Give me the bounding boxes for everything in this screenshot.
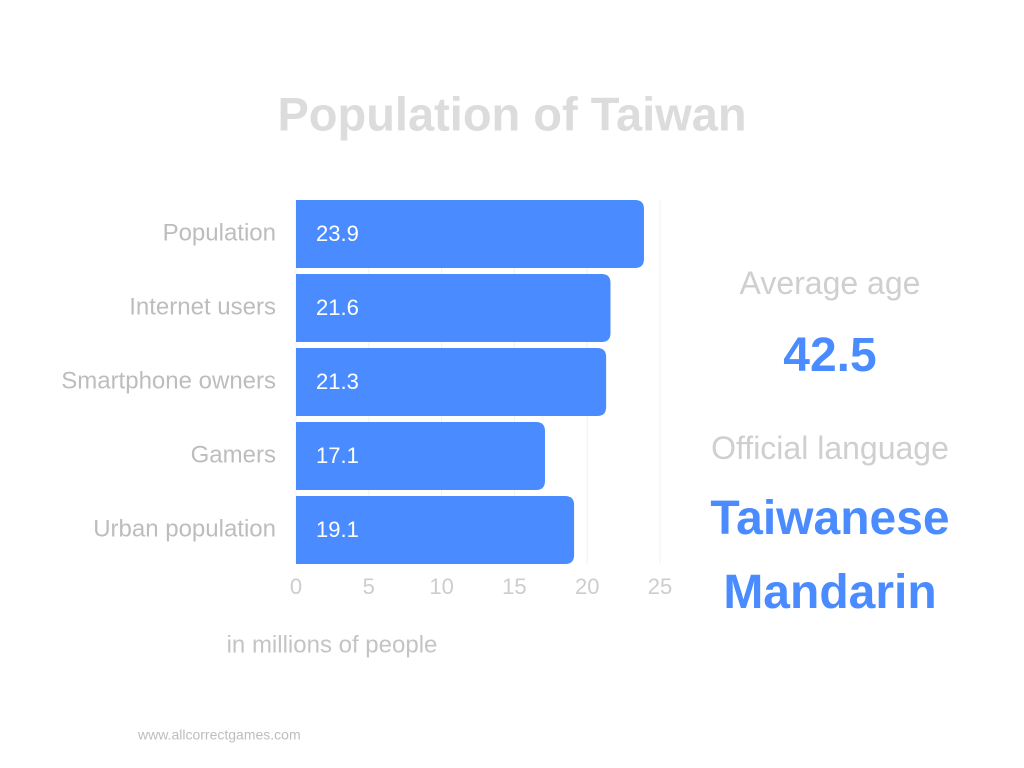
stat-age: Average age 42.5 [660,263,1000,393]
stat-value: Taiwanese Mandarin [710,492,950,619]
x-tick-label: 25 [648,574,672,599]
y-tick-label: Internet users [129,293,276,320]
x-tick-label: 10 [429,574,453,599]
bar [296,348,607,416]
stat-label: Average age [739,265,921,301]
data-label: 21.3 [316,369,359,394]
chart-title: Population of Taiwan [277,87,746,140]
x-axis-label: in millions of people [227,631,438,658]
bar [296,274,611,342]
y-tick-label: Urban population [93,515,276,542]
bar [296,496,575,564]
y-tick-label: Population [163,219,276,246]
data-label: 19.1 [316,517,359,542]
y-tick-label: Gamers [191,441,276,468]
bar [296,422,545,490]
stat-label: Official language [711,430,949,466]
footer: www.allcorrectgames.com [137,727,301,743]
x-tick-label: 15 [502,574,526,599]
data-label: 21.6 [316,295,359,320]
data-label: 23.9 [316,221,359,246]
stat-language: Official language Taiwanese Mandarin [660,428,1000,630]
x-tick-label: 5 [363,574,375,599]
y-tick-label: Smartphone owners [61,367,276,394]
stat-value: 42.5 [783,329,877,382]
data-label: 17.1 [316,443,359,468]
x-tick-label: 20 [575,574,599,599]
x-tick-label: 0 [290,574,302,599]
bar [296,200,644,268]
